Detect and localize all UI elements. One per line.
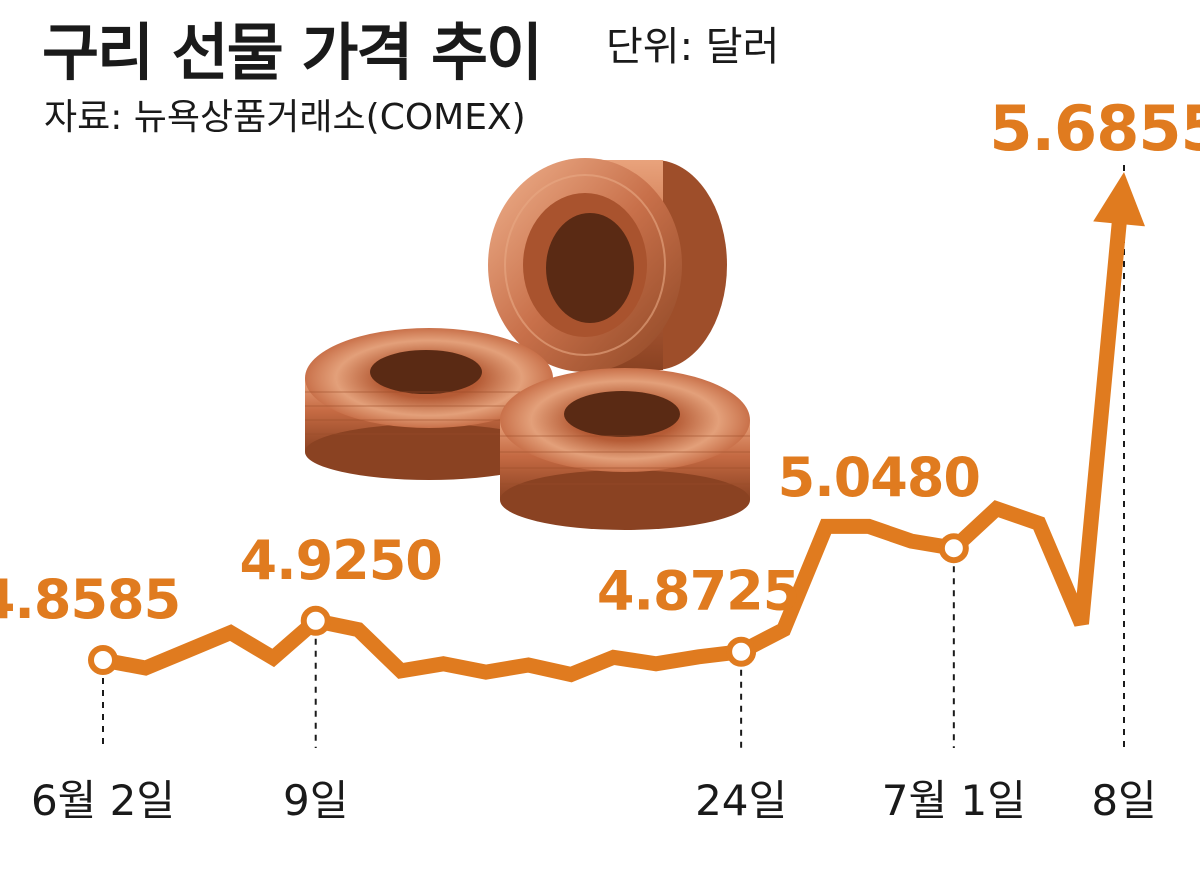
value-label: 5.6855: [989, 92, 1200, 165]
arrow-head: [1093, 172, 1145, 227]
unit-label: 단위: 달러: [606, 24, 780, 70]
data-point-marker: [88, 645, 118, 675]
x-tick-label: 8일: [1091, 776, 1156, 825]
value-label: 5.0480: [778, 446, 980, 509]
value-label: 4.8725: [597, 560, 799, 623]
x-axis-labels: 6월 2일 9일 24일 7월 1일 8일: [31, 776, 1157, 825]
point-markers: [88, 533, 969, 675]
value-labels: 4.8585 4.9250 4.8725 5.0480 5.6855: [0, 92, 1200, 631]
copper-wire-coils-photo: [305, 158, 750, 530]
x-tick-label: 9일: [283, 776, 348, 825]
x-tick-label: 7월 1일: [882, 776, 1026, 825]
guide-lines: [102, 165, 1125, 748]
chart-title: 구리 선물 가격 추이: [42, 16, 543, 89]
value-label: 4.8585: [0, 568, 180, 631]
data-point-marker: [300, 605, 331, 636]
coil-left: [305, 328, 553, 480]
data-point-marker: [938, 533, 969, 564]
data-point-marker: [726, 636, 757, 667]
coil-upright: [488, 158, 727, 372]
x-tick-label: 24일: [695, 776, 787, 825]
source-label: 자료: 뉴욕상품거래소(COMEX): [44, 97, 526, 138]
x-tick-label: 6월 2일: [31, 776, 175, 825]
coil-front: [500, 368, 750, 530]
value-label: 4.9250: [240, 529, 442, 592]
